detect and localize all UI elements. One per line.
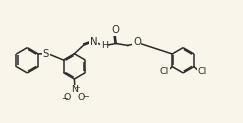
Text: N: N [71, 85, 78, 94]
Text: Cl: Cl [160, 67, 169, 77]
Text: N: N [90, 37, 97, 47]
Text: O: O [78, 93, 85, 102]
Text: O: O [133, 37, 141, 47]
Text: +: + [75, 85, 80, 91]
Text: −: − [82, 92, 88, 101]
Text: H: H [101, 41, 108, 50]
Text: O: O [64, 93, 71, 102]
Text: Cl: Cl [197, 67, 206, 77]
Text: O: O [111, 25, 119, 35]
Text: −: − [61, 94, 68, 103]
Text: S: S [43, 49, 49, 59]
